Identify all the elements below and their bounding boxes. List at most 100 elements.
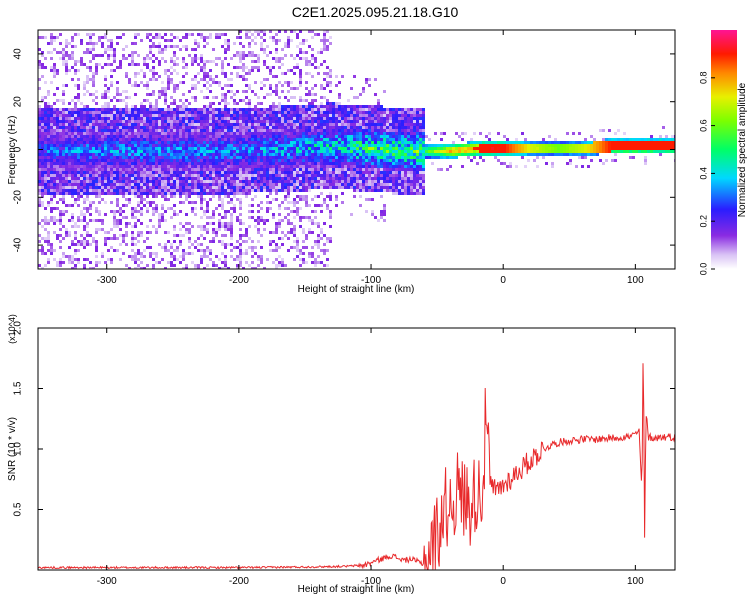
heatmap-cell <box>314 168 317 171</box>
heatmap-cell <box>98 165 101 168</box>
heatmap-cell <box>227 192 230 195</box>
heatmap-cell <box>62 168 65 171</box>
heatmap-cell <box>218 180 221 183</box>
heatmap-cell <box>320 204 323 207</box>
heatmap-cell <box>224 132 227 135</box>
heatmap-cell <box>74 141 77 144</box>
heatmap-cell <box>65 42 68 45</box>
heatmap-cell <box>188 141 191 144</box>
heatmap-cell <box>128 180 131 183</box>
heatmap-cell <box>269 186 272 189</box>
heatmap-cell <box>188 222 191 225</box>
heatmap-cell <box>101 183 104 186</box>
heatmap-cell <box>86 189 89 192</box>
heatmap-cell <box>284 120 287 123</box>
heatmap-cell <box>53 144 56 147</box>
heatmap-cell <box>311 138 314 141</box>
heatmap-cell <box>341 153 344 156</box>
heatmap-cell <box>275 141 278 144</box>
heatmap-cell <box>80 144 83 147</box>
heatmap-cell <box>170 147 173 150</box>
heatmap-cell <box>263 30 266 33</box>
heatmap-cell <box>371 147 374 150</box>
heatmap-cell <box>296 87 299 90</box>
heatmap-cell <box>44 189 47 192</box>
heatmap-cell <box>236 216 239 219</box>
heatmap-cell <box>323 78 326 81</box>
heatmap-cell <box>83 177 86 180</box>
heatmap-cell <box>149 171 152 174</box>
heatmap-cell <box>260 141 263 144</box>
heatmap-cell <box>152 186 155 189</box>
heatmap-cell <box>59 222 62 225</box>
heatmap-cell <box>56 36 59 39</box>
heatmap-cell <box>56 141 59 144</box>
heatmap-cell <box>326 120 329 123</box>
heatmap-cell <box>218 159 221 162</box>
heatmap-cell <box>284 195 287 198</box>
heatmap-cell <box>170 60 173 63</box>
heatmap-cell <box>200 183 203 186</box>
heatmap-cell <box>83 267 86 269</box>
heatmap-cell <box>338 162 341 165</box>
heatmap-cell <box>110 81 113 84</box>
heatmap-cell <box>119 132 122 135</box>
heatmap-cell <box>353 114 356 117</box>
heatmap-cell <box>140 156 143 159</box>
heatmap-cell <box>149 246 152 249</box>
heatmap-cell <box>356 180 359 183</box>
heatmap-cell <box>245 126 248 129</box>
heatmap-cell <box>365 132 368 135</box>
heatmap-cell <box>164 123 167 126</box>
heatmap-cell <box>104 123 107 126</box>
heatmap-cell <box>236 153 239 156</box>
heatmap-cell <box>329 162 332 165</box>
heatmap-cell <box>170 189 173 192</box>
heatmap-cell <box>155 252 158 255</box>
heatmap-cell <box>53 138 56 141</box>
heatmap-cell <box>320 141 323 144</box>
heatmap-cell <box>95 153 98 156</box>
heatmap-cell <box>179 168 182 171</box>
heatmap-cell <box>305 99 308 102</box>
heatmap-cell <box>293 129 296 132</box>
heatmap-cell <box>224 228 227 231</box>
heatmap-cell <box>269 84 272 87</box>
heatmap-cell <box>341 114 344 117</box>
heatmap-cell <box>200 189 203 192</box>
heatmap-cell <box>77 171 80 174</box>
heatmap-cell <box>347 114 350 117</box>
heatmap-cell <box>245 165 248 168</box>
heatmap-cell <box>293 156 296 159</box>
heatmap-cell <box>137 171 140 174</box>
heatmap-cell <box>272 90 275 93</box>
heatmap-cell <box>347 165 350 168</box>
heatmap-cell <box>212 264 215 267</box>
heatmap-cell <box>65 183 68 186</box>
heatmap-cell <box>323 156 326 159</box>
heatmap-cell <box>236 54 239 57</box>
heatmap-cell <box>110 138 113 141</box>
heatmap-cell <box>185 141 188 144</box>
heatmap-cell <box>131 159 134 162</box>
heatmap-cell <box>95 90 98 93</box>
heatmap-cell <box>248 210 251 213</box>
heatmap-cell <box>338 129 341 132</box>
heatmap-cell <box>305 156 308 159</box>
heatmap-cell <box>296 114 299 117</box>
heatmap-cell <box>224 243 227 246</box>
heatmap-cell <box>74 267 77 269</box>
heatmap-cell <box>41 168 44 171</box>
heatmap-cell <box>119 228 122 231</box>
heatmap-cell <box>110 177 113 180</box>
heatmap-cell <box>269 249 272 252</box>
heatmap-cell <box>101 93 104 96</box>
heatmap-cell <box>173 228 176 231</box>
heatmap-cell <box>140 252 143 255</box>
heatmap-cell <box>263 96 266 99</box>
heatmap-cell <box>77 177 80 180</box>
heatmap-cells <box>38 30 675 269</box>
heatmap-cell <box>311 198 314 201</box>
heatmap-cell <box>167 120 170 123</box>
heatmap-cell <box>95 183 98 186</box>
